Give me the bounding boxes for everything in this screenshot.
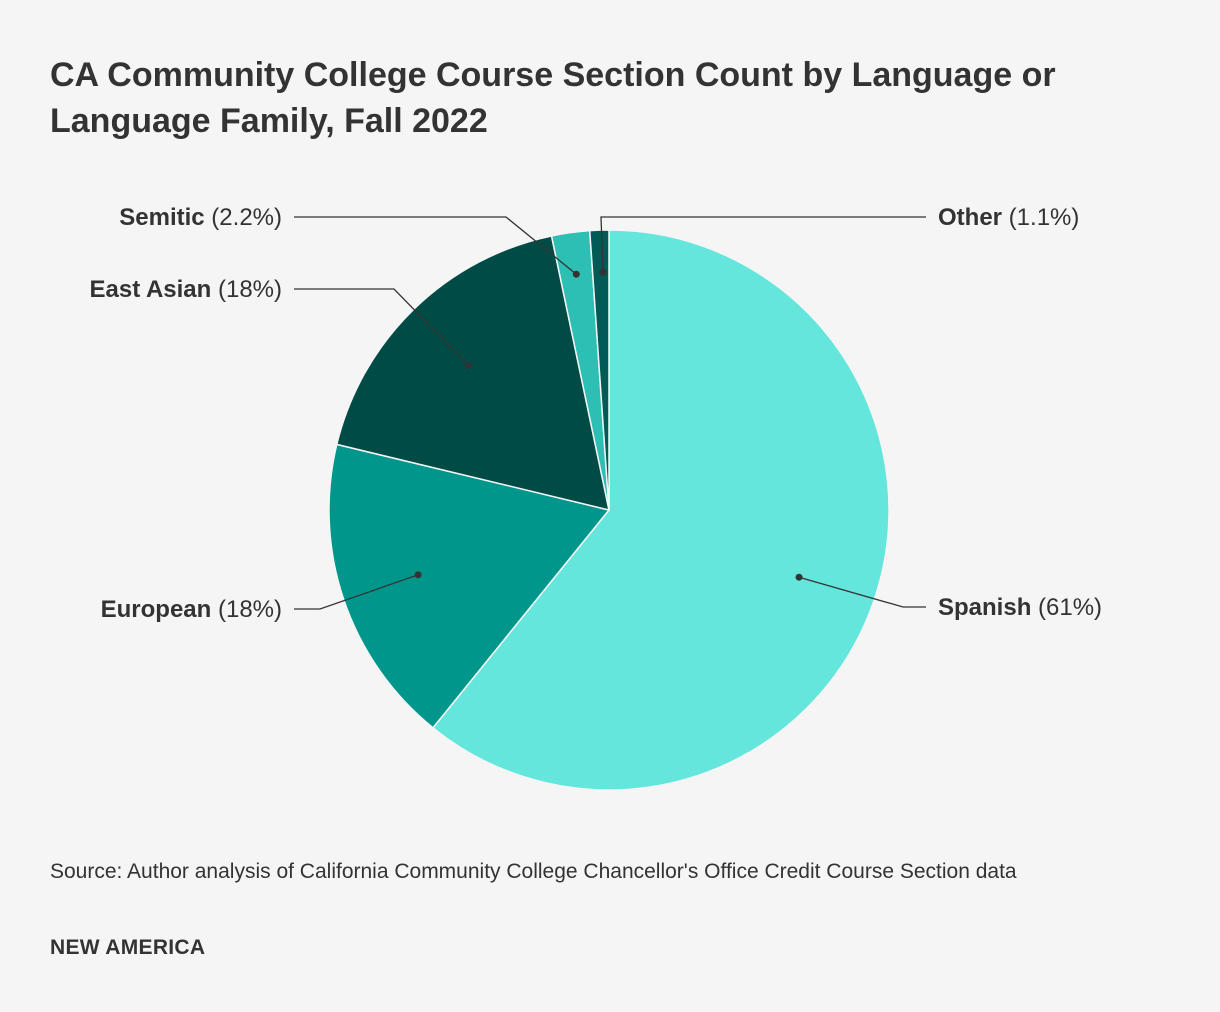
leader-lines: [294, 216, 926, 610]
slice-label-spanish: Spanish (61%): [938, 594, 1102, 621]
slice-label-european: European (18%): [101, 596, 282, 623]
leader-line-other: [600, 216, 926, 273]
slice-label-value: (1.1%): [1002, 204, 1079, 231]
leader-line-european: [294, 574, 419, 610]
pie-slice-other: [588, 229, 610, 511]
slice-label-value: (18%): [211, 276, 282, 303]
leader-line-semitic: [294, 216, 577, 275]
source-note: Source: Author analysis of California Co…: [50, 860, 1017, 883]
slice-labels: Spanish (61%)European (18%)East Asian (1…: [89, 204, 1102, 623]
pie-slices: [328, 229, 890, 791]
slice-label-value: (2.2%): [205, 204, 282, 231]
slice-label-other: Other (1.1%): [938, 204, 1079, 231]
slice-label-value: (18%): [211, 596, 282, 623]
slice-label-name: Spanish: [938, 594, 1031, 621]
slice-label-east-asian: East Asian (18%): [89, 276, 282, 303]
slice-label-value: (61%): [1031, 594, 1102, 621]
leader-line-east-asian: [294, 288, 470, 366]
chart-title: CA Community College Course Section Coun…: [50, 56, 1056, 140]
slice-label-name: Semitic: [119, 204, 204, 231]
slice-label-semitic: Semitic (2.2%): [119, 204, 282, 231]
pie-slice-spanish: [431, 229, 890, 791]
slice-label-name: East Asian: [89, 276, 211, 303]
slice-label-name: European: [101, 596, 212, 623]
brand-logo-text: NEW AMERICA: [50, 936, 206, 959]
slice-label-name: Other: [938, 204, 1002, 231]
leader-line-spanish: [798, 576, 926, 608]
